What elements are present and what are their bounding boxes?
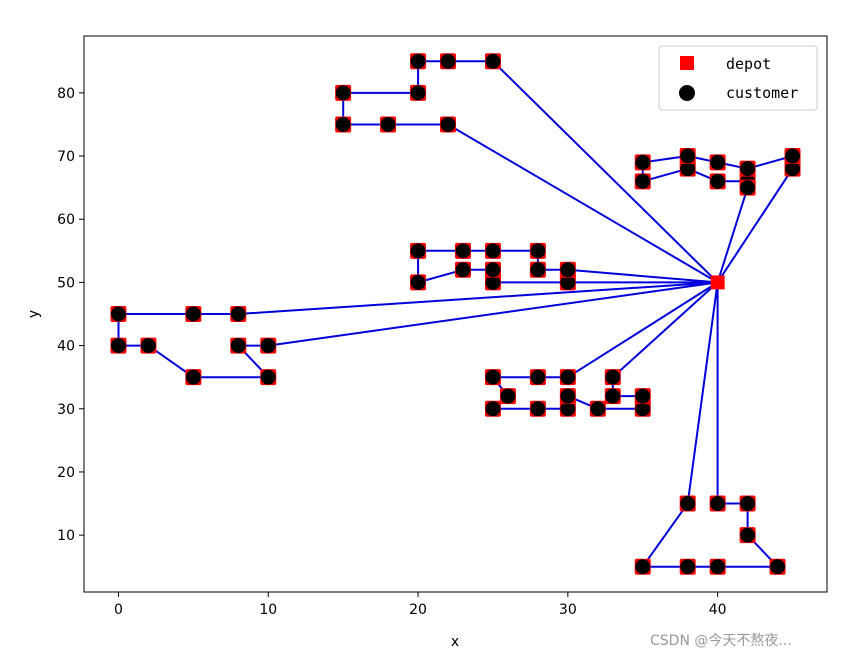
legend-depot-label: depot — [726, 55, 771, 73]
customer-point — [560, 388, 576, 404]
customer-point — [485, 369, 501, 385]
tick-layer: 0 10 20 30 40 10 20 30 40 50 60 70 80 — [57, 86, 726, 618]
customer-point — [680, 148, 696, 164]
customer-point — [635, 388, 651, 404]
legend-box — [658, 45, 818, 111]
customer-point — [605, 388, 621, 404]
legend-depot-marker — [680, 56, 694, 70]
customer-point — [680, 496, 696, 512]
customer-point — [785, 148, 801, 164]
customer-point — [740, 527, 756, 543]
y-tick-label: 20 — [57, 465, 75, 481]
y-tick-label: 50 — [57, 275, 75, 291]
customer-point — [590, 401, 606, 417]
customer-point — [680, 559, 696, 575]
y-tick-label: 30 — [57, 402, 75, 418]
customer-point — [380, 116, 396, 132]
customer-point — [455, 243, 471, 259]
customer-point — [185, 369, 201, 385]
depot-point — [710, 275, 725, 290]
customer-point — [410, 85, 426, 101]
x-tick-label: 10 — [259, 602, 277, 618]
customer-point — [530, 369, 546, 385]
customer-point — [500, 388, 516, 404]
x-axis-label: x — [451, 634, 459, 650]
customer-point — [560, 262, 576, 278]
customer-point — [335, 116, 351, 132]
customer-point — [635, 154, 651, 170]
customer-point — [770, 559, 786, 575]
customer-point — [710, 173, 726, 189]
legend-customer-label: customer — [726, 84, 798, 102]
customer-point — [440, 116, 456, 132]
customer-point — [485, 401, 501, 417]
customer-point — [185, 306, 201, 322]
y-axis-label: y — [26, 310, 42, 318]
customer-point — [260, 369, 276, 385]
route-line-2 — [342, 60, 719, 284]
customer-point — [410, 243, 426, 259]
customer-point — [530, 243, 546, 259]
customer-point — [230, 306, 246, 322]
customer-point — [530, 262, 546, 278]
customer-point — [485, 262, 501, 278]
customer-point — [335, 85, 351, 101]
customer-point — [485, 53, 501, 69]
x-tick-label: 0 — [114, 602, 123, 618]
y-tick-label: 80 — [57, 86, 75, 102]
customer-point — [635, 173, 651, 189]
customer-point — [410, 53, 426, 69]
customer-point — [140, 338, 156, 354]
customer-point — [485, 274, 501, 290]
customer-point — [260, 338, 276, 354]
customer-point — [710, 496, 726, 512]
customer-point — [110, 338, 126, 354]
x-tick-label: 40 — [709, 602, 727, 618]
point-layer — [110, 53, 801, 575]
customer-point — [560, 401, 576, 417]
customer-point — [440, 53, 456, 69]
customer-point — [710, 559, 726, 575]
customer-point — [560, 369, 576, 385]
y-tick-label: 70 — [57, 149, 75, 165]
customer-point — [410, 274, 426, 290]
watermark: CSDN @今天不熬夜... — [650, 633, 792, 649]
customer-point — [605, 369, 621, 385]
customer-point — [560, 274, 576, 290]
customer-point — [740, 161, 756, 177]
customer-point — [530, 401, 546, 417]
customer-point — [740, 496, 756, 512]
customer-point — [710, 154, 726, 170]
customer-point — [455, 262, 471, 278]
legend-customer-marker — [679, 85, 695, 101]
customer-point — [785, 161, 801, 177]
customer-point — [230, 338, 246, 354]
customer-point — [740, 180, 756, 196]
y-tick-label: 60 — [57, 212, 75, 228]
customer-point — [485, 243, 501, 259]
y-tick-label: 40 — [57, 339, 75, 355]
customer-point — [110, 306, 126, 322]
y-tick-label: 10 — [57, 528, 75, 544]
customer-point — [680, 161, 696, 177]
x-tick-label: 30 — [559, 602, 577, 618]
customer-point — [635, 559, 651, 575]
customer-point — [635, 401, 651, 417]
route-line-6 — [641, 282, 779, 568]
x-tick-label: 20 — [409, 602, 427, 618]
legend: depot customer — [658, 45, 818, 111]
